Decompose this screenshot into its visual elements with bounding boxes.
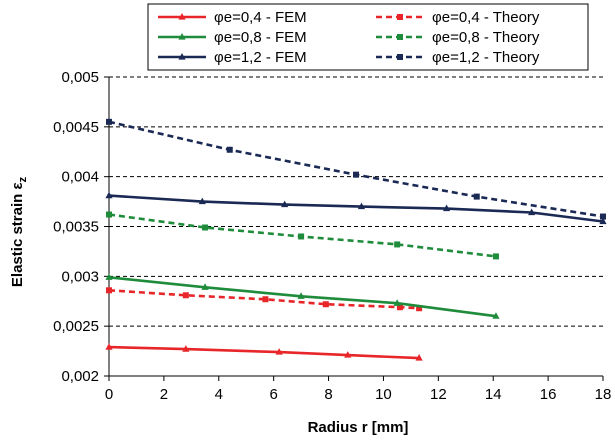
data-point xyxy=(599,217,607,225)
legend-item: φe=1,2 - FEM xyxy=(158,49,307,66)
legend-marker xyxy=(397,54,403,60)
y-tick-label: 0,0035 xyxy=(53,219,99,236)
y-tick-label: 0,002 xyxy=(61,368,99,385)
data-point xyxy=(105,191,113,199)
data-point xyxy=(202,224,209,231)
legend-label: φe=0,4 - Theory xyxy=(432,9,540,26)
data-point xyxy=(198,197,206,205)
y-tick-label: 0,004 xyxy=(61,169,99,186)
legend-label: φe=1,2 - FEM xyxy=(214,49,307,66)
legend-item: φe=0,8 - FEM xyxy=(158,29,307,46)
data-point xyxy=(105,343,113,350)
data-point xyxy=(415,354,423,361)
legend: φe=0,4 - FEM φe=0,8 - FEM φe=1,2 - FEM φe=0… xyxy=(147,3,589,71)
data-point xyxy=(396,304,403,311)
x-axis-title: Radius r [mm] xyxy=(308,419,409,436)
data-point xyxy=(106,118,112,125)
x-tick-label: 16 xyxy=(540,386,557,403)
data-point xyxy=(344,351,352,358)
y-axis-title: Elastic strain εz xyxy=(9,176,29,287)
data-point xyxy=(226,146,233,153)
series-line xyxy=(108,289,420,310)
x-tick-label: 18 xyxy=(595,386,612,403)
data-point xyxy=(473,193,480,200)
x-tick-label: 4 xyxy=(215,386,223,403)
x-tick-label: 10 xyxy=(375,386,392,403)
x-tick-label: 6 xyxy=(269,386,277,403)
legend-box xyxy=(147,3,589,71)
data-point xyxy=(528,208,536,216)
series-1 xyxy=(105,343,423,361)
y-axis-title-main: Elastic strain ε xyxy=(9,182,26,287)
legend-label: φe=1,2 - Theory xyxy=(432,49,540,66)
x-tick-label: 12 xyxy=(430,386,447,403)
legend-item: φe=0,8 - Theory xyxy=(376,29,540,46)
data-point xyxy=(298,233,305,240)
legend-item: φe=1,2 - Theory xyxy=(376,49,540,66)
series-3 xyxy=(105,273,500,319)
x-tick-label: 14 xyxy=(485,386,502,403)
data-point xyxy=(393,299,401,306)
axes xyxy=(104,76,604,381)
y-axis-title-subscript: z xyxy=(17,176,29,182)
data-point xyxy=(182,292,189,299)
legend-marker xyxy=(178,33,186,40)
x-tick-labels: 0 2 4 6 8 10 12 14 16 18 xyxy=(105,386,612,403)
series-layer xyxy=(105,118,607,361)
data-point xyxy=(492,253,499,260)
legend-marker xyxy=(397,34,403,40)
legend-item: φe=0,4 - Theory xyxy=(376,9,540,26)
x-tick-label: 0 xyxy=(105,386,113,403)
data-point xyxy=(281,200,289,208)
data-point xyxy=(297,292,305,299)
data-point xyxy=(353,171,359,178)
legend-marker xyxy=(178,53,186,60)
x-tick-label: 2 xyxy=(160,386,168,403)
data-point xyxy=(442,204,451,212)
legend-label: φe=0,4 - FEM xyxy=(214,9,307,26)
data-point xyxy=(201,283,209,290)
data-point xyxy=(262,296,269,303)
x-tick-label: 8 xyxy=(324,386,332,403)
series-4 xyxy=(106,211,499,260)
y-tick-label: 0,003 xyxy=(61,268,99,285)
series-2 xyxy=(106,287,423,312)
data-point xyxy=(105,273,113,280)
legend-label: φe=0,8 - FEM xyxy=(214,29,307,46)
series-6 xyxy=(106,118,606,220)
legend-marker xyxy=(397,14,403,20)
y-tick-labels: 0,002 0,0025 0,003 0,0035 0,004 0,0045 0,005 xyxy=(53,69,99,385)
y-tick-label: 0,0025 xyxy=(53,318,99,335)
data-point xyxy=(492,312,500,319)
data-point xyxy=(357,202,366,210)
y-tick-label: 0,005 xyxy=(61,69,99,86)
y-tick-label: 0,0045 xyxy=(53,119,99,136)
data-point xyxy=(416,305,423,312)
legend-item: φe=0,4 - FEM xyxy=(158,9,307,26)
data-point xyxy=(106,287,112,294)
data-point xyxy=(182,345,190,352)
legend-label: φe=0,8 - Theory xyxy=(432,29,540,46)
data-point xyxy=(275,348,283,355)
data-point xyxy=(322,301,329,308)
data-point xyxy=(600,213,606,220)
series-5 xyxy=(105,191,607,225)
legend-marker xyxy=(178,13,186,20)
data-point xyxy=(394,241,401,248)
data-point xyxy=(106,211,112,218)
